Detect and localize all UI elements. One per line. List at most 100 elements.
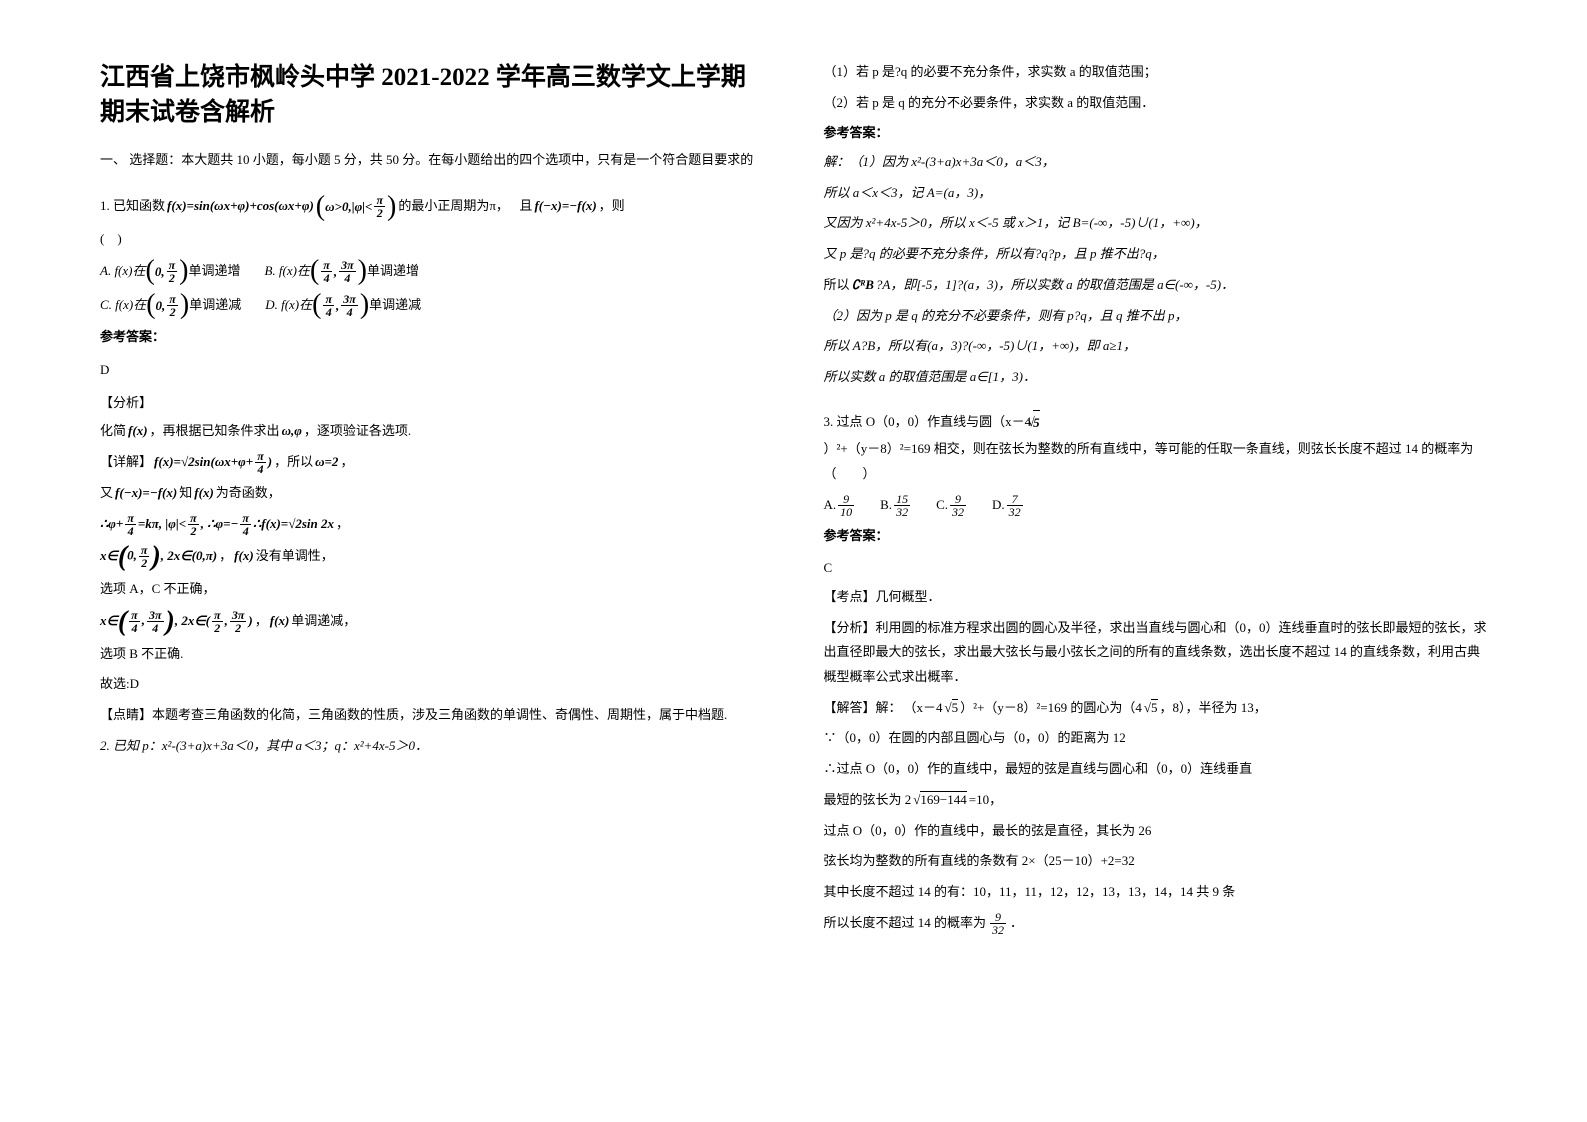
s8-suf: ． [1010,911,1023,936]
sqrt-sym: √ [1028,410,1042,435]
detail-label: 【详解】 [100,450,152,475]
q2-sol8: 所以实数 a 的取值范围是 a∈[1，3)． [824,365,1488,390]
oa-num: 9 [838,493,854,506]
a1-pre: 化简 [100,419,126,444]
q1-func: f(x)=sin(ωx+φ)+cos(ωx+φ) [167,194,314,219]
s4-suf: =10， [969,788,1002,813]
oc-den: 32 [950,506,966,518]
d6-suf: ， [255,609,268,634]
q3-solve2: ∵（0，0）在圆的内部且圆心与（0，0）的距离为 12 [824,726,1488,751]
a1-suf: ，逐项验证各选项. [304,419,411,444]
od-num: 7 [1007,493,1023,506]
a1-vars: ω,φ [282,419,302,444]
q3-solve4: 最短的弦长为 2 √169−144 =10， [824,788,1488,813]
q1-detail6: x∈(π4,3π4), 2x∈(π2,3π2) ， f(x) 单调递减， [100,608,764,636]
d4-tail: 没有单调性， [256,544,334,569]
q1-detail8: 故选:D [100,672,764,697]
q2-sol6: （2）因为 p 是 q 的充分不必要条件，则有 p?q，且 q 推不出 p， [824,304,1488,329]
sol5-pre: 所以 [824,273,850,298]
od-pre: D. [992,493,1005,518]
q2-sol3: 又因为 x²+4x-5＞0，所以 x＜-5 或 x＞1，记 B=(-∞，-5)∪… [824,211,1488,236]
q3-optB: B. 1532 [880,493,912,518]
q1-tail1: 的最小正周期为π， [398,194,509,219]
q3-solve8: 所以长度不超过 14 的概率为 932 ． [824,911,1488,936]
q1-tail3: ，则 [599,194,625,219]
q3-optD: D. 732 [992,493,1025,518]
d4-fx: f(x) [234,544,254,569]
d6-tail: 单调递减， [291,609,356,634]
detail1-suf: ，所以 [274,450,313,475]
q3-solve6: 弦长均为整数的所有直线的条数有 2×（25－10）+2=32 [824,849,1488,874]
s1-suf: ，8），半径为 13， [1160,696,1267,721]
q1-detail5: 选项 A，C 不正确， [100,577,764,602]
optB-pre: B. f(x)在 [264,259,309,284]
q2-sol4: 又 p 是?q 的必要不充分条件，所以有?q?p，且 p 推不出?q， [824,242,1488,267]
s1-sqrt-b: √5 [1144,696,1158,721]
oc-pre: C. [936,493,948,518]
q2-sol7: 所以 A?B，所以有(a，3)?(-∞，-5)∪(1，+∞)，即 a≥1， [824,334,1488,359]
q2-sub2: （2）若 p 是 q 的充分不必要条件，求实数 a 的取值范围． [824,91,1488,116]
s-lbl: 【解答】解： [824,696,902,721]
q1-detail1: 【详解】 f(x)=√2 sin(ωx+φ+π4) ，所以 ω=2 ， [100,450,764,475]
q2-ans-label: 参考答案： [824,121,1488,146]
q2-sol5: 所以 ∁ᴿB ?A，即[-5，1]?(a，3)，所以实数 a 的取值范围是 a∈… [824,273,1488,298]
q1-detail3: ∴ φ+π4=kπ, |φ|<π2, ∴ φ=−π4 ∴ f(x)=√2 sin… [100,512,764,537]
q1-prefix: 1. 已知函数 [100,194,165,219]
s8-num: 9 [990,911,1006,924]
d6-x: x∈(π4,3π4), 2x∈(π2,3π2) [100,608,253,636]
q1-optB: B. f(x)在 (π4,3π4) 单调递增 [264,257,419,285]
optA-suf: 单调递增 [188,259,240,284]
s4-sqrt: √169−144 [913,788,966,813]
q1-choice-paren: ( ) [100,227,764,252]
d2-fx: f(x) [194,481,214,506]
a1-mid2: ，再根据已知条件求出 [150,419,280,444]
oa-den: 10 [838,506,854,518]
q1-opts-row2: C. f(x)在 (0,π2) 单调递减 D. f(x)在 (π4,3π4) 单… [100,291,764,319]
q3-solve5: 过点 O（0，0）作的直线中，最长的弦是直径，其长为 26 [824,819,1488,844]
q1-optD: D. f(x)在 (π4,3π4) 单调递减 [265,291,421,319]
ob-pre: B. [880,493,892,518]
ob-num: 15 [894,493,910,506]
q3-mid: ）²+（y－8）²=169 相交，则在弦长为整数的所有直线中，等可能的任取一条直… [824,437,1488,486]
sol5-suf: ?A，即[-5，1]?(a，3)，所以实数 a 的取值范围是 a∈(-∞，-5)… [876,273,1234,298]
a1-fx: f(x) [128,419,148,444]
q2-sol1: 解：（1）因为 x²-(3+a)x+3a＜0，a＜3， [824,150,1488,175]
q3-optA: A. 910 [824,493,857,518]
q3-solve7: 其中长度不超过 14 的有：10，11，11，12，12，13，13，14，14… [824,880,1488,905]
q3-solve3: ∴过点 O（0，0）作的直线中，最短的弦是直线与圆心和（0，0）连线垂直 [824,757,1488,782]
d3-end: ， [336,512,349,537]
q3-pre: 3. 过点 O（0，0）作直线与圆（x－4 [824,410,1032,435]
q1-detail7: 选项 B 不正确. [100,642,764,667]
q3-opts: A. 910 B. 1532 C. 932 D. 732 [824,493,1488,518]
q3-ans: C [824,556,1488,581]
d4-suf: ， [219,544,232,569]
q1-optA: A. f(x)在 (0,π2) 单调递增 [100,257,240,285]
section-intro: 一、 选择题：本大题共 10 小题，每小题 5 分，共 50 分。在每小题给出的… [100,148,764,173]
d2-mid: 知 [179,481,192,506]
q1-analysis-label: 【分析】 [100,391,764,416]
q1-odd: f(−x)=−f(x) [534,194,596,219]
q3-kp: 【考点】几何概型． [824,585,1488,610]
sol5-sym: ∁ᴿB [852,273,874,298]
d3-expr: ∴ φ+π4=kπ, |φ|<π2, ∴ φ=−π4 ∴ f(x)=√2 sin… [100,512,334,537]
s1-mid: ）²+（y－8）²=169 的圆心为（4 [960,696,1142,721]
s1-sqrt-a: √5 [945,696,959,721]
optC-pre: C. f(x)在 [100,293,146,318]
q1-point: 【点睛】本题考查三角函数的化简，三角函数的性质，涉及三角函数的单调性、奇偶性、周… [100,703,764,728]
s8-pre: 所以长度不超过 14 的概率为 [824,911,987,936]
detail1-w: ω=2 [315,450,338,475]
right-column: （1）若 p 是?q 的必要不充分条件，求实数 a 的取值范围； （2）若 p … [824,60,1488,942]
q3-solve1: 【解答】解： （x－4 √5 ）²+（y－8）²=169 的圆心为（4 √5 ，… [824,696,1488,721]
q1-opts-row1: A. f(x)在 (0,π2) 单调递增 B. f(x)在 (π4,3π4) 单… [100,257,764,285]
q3-analysis: 【分析】利用圆的标准方程求出圆的圆心及半径，求出当直线与圆心和（0，0）连线垂直… [824,616,1488,690]
detail1-eq: f(x)=√2 sin(ωx+φ+π4) [154,450,272,475]
optD-suf: 单调递减 [369,293,421,318]
q2-sol2: 所以 a＜x＜3，记 A=(a，3)， [824,181,1488,206]
q1-stem-line: 1. 已知函数 f(x)=sin(ωx+φ)+cos(ωx+φ) ( ω>0,|… [100,193,764,221]
q1-detail2: 又 f(−x)=−f(x) 知 f(x) 为奇函数， [100,481,764,506]
d4-x: x∈(0,π2), 2x∈(0,π) [100,543,217,571]
q1-ans: D [100,358,764,383]
optD-pre: D. f(x)在 [265,293,312,318]
q3-optC: C. 932 [936,493,968,518]
oa-pre: A. [824,493,837,518]
